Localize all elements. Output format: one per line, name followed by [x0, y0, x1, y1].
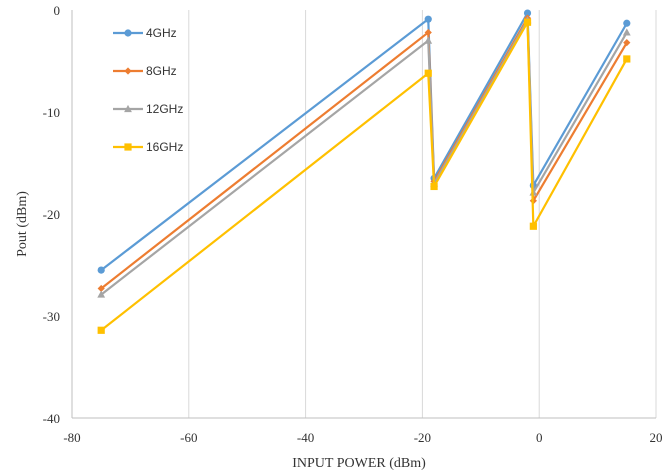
- legend-item-8ghz: 8GHz: [113, 64, 177, 78]
- x-tick-label: -20: [414, 430, 431, 445]
- y-tick-label: -40: [43, 411, 60, 426]
- data-point-8ghz: [623, 39, 631, 47]
- x-tick-label: 0: [536, 430, 543, 445]
- data-point-16ghz: [430, 182, 438, 191]
- data-point-4ghz: [623, 19, 631, 27]
- legend-marker-12ghz: [124, 104, 132, 113]
- data-point-16ghz: [424, 69, 432, 77]
- x-tick-label: -80: [63, 430, 80, 445]
- tick-labels: -80 -60 -40 -20 0 20 0 -10 -20 -30 -40: [43, 3, 663, 445]
- legend-item-16ghz: 16GHz: [113, 140, 183, 154]
- y-tick-label: 0: [54, 3, 61, 18]
- data-point-16ghz: [623, 55, 631, 63]
- legend-item-12ghz: 12GHz: [113, 102, 183, 116]
- data-point-16ghz: [529, 222, 537, 230]
- legend-label-12ghz: 12GHz: [146, 102, 183, 116]
- legend-item-4ghz: 4GHz: [113, 26, 177, 40]
- legend-marker-4ghz: [124, 29, 132, 37]
- legend-label-4ghz: 4GHz: [146, 26, 177, 40]
- data-point-8ghz: [424, 28, 432, 37]
- data-point-4ghz: [424, 15, 432, 23]
- data-point-4ghz: [523, 9, 532, 17]
- x-tick-label: 20: [650, 430, 663, 445]
- y-tick-label: -10: [43, 105, 60, 120]
- y-axis-label: Pout (dBm): [15, 191, 30, 257]
- legend-marker-16ghz: [124, 143, 132, 151]
- data-point-16ghz: [97, 326, 105, 334]
- data-point-4ghz: [97, 266, 105, 274]
- data-point-12ghz: [97, 290, 106, 298]
- y-tick-label: -20: [43, 207, 60, 222]
- series-line-16ghz: [100, 21, 628, 332]
- legend-marker-8ghz: [124, 67, 132, 75]
- data-point-12ghz: [622, 28, 631, 36]
- legend-label-16ghz: 16GHz: [146, 140, 183, 154]
- series-line-12ghz: [100, 19, 628, 296]
- data-point-12ghz: [424, 36, 433, 44]
- x-tick-label: -60: [180, 430, 197, 445]
- legend: 4GHz 8GHz 12GHz 16GHz: [113, 26, 183, 154]
- data-point-8ghz: [97, 284, 105, 293]
- series-line-4ghz: [100, 11, 628, 271]
- series-16ghz: [97, 18, 631, 334]
- series-layer: [97, 9, 631, 334]
- x-tick-label: -40: [297, 430, 314, 445]
- y-tick-label: -30: [43, 309, 60, 324]
- x-axis-label: INPUT POWER (dBm): [292, 456, 426, 471]
- data-point-16ghz: [523, 18, 532, 26]
- legend-label-8ghz: 8GHz: [146, 64, 177, 78]
- axes: [71, 10, 656, 419]
